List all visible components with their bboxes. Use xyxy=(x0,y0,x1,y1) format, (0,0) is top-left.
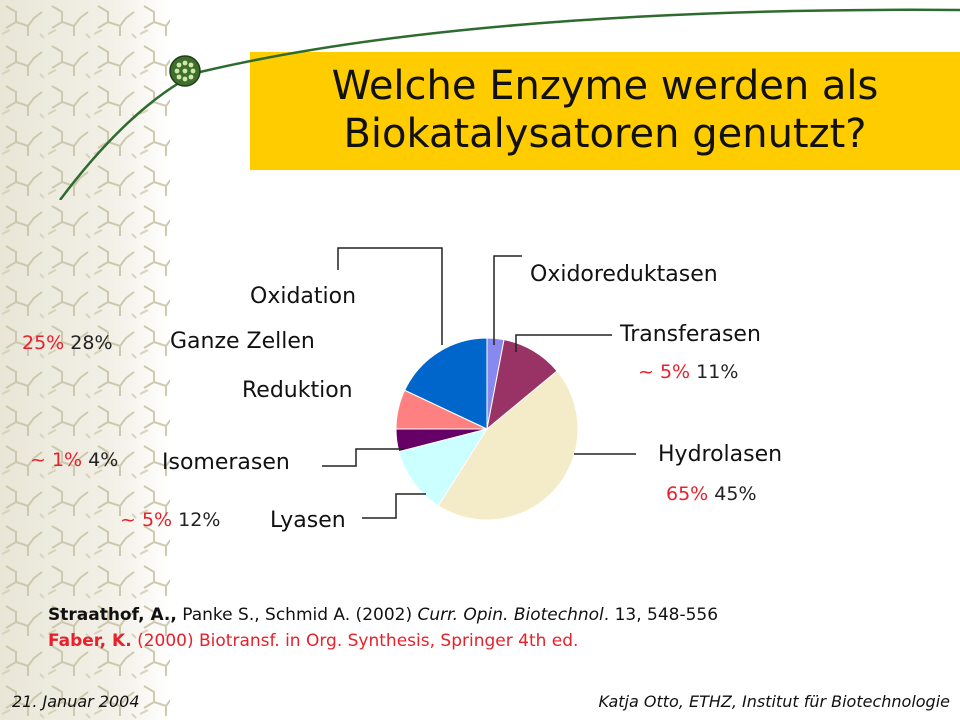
reference-1-end: . 13, 548-556 xyxy=(603,605,719,625)
reference-1-authors: Straathof, A., xyxy=(48,605,177,625)
pct-transferasen: ~ 5% 11% xyxy=(638,360,738,384)
label-oxidoreduktasen: Oxidoreduktasen xyxy=(530,262,718,287)
footer-author: Katja Otto, ETHZ, Institut für Biotechno… xyxy=(598,692,950,711)
slide-title: Welche Enzyme werden als Biokatalysatore… xyxy=(250,62,960,158)
pct-isomerasen-b: 4% xyxy=(88,449,119,471)
reference-2-rest: (2000) Biotransf. in Org. Synthesis, Spr… xyxy=(131,631,579,651)
label-lyasen: Lyasen xyxy=(270,508,346,533)
leader-lines xyxy=(322,247,636,519)
leader-transferasen xyxy=(515,334,612,352)
references: Straathof, A., Panke S., Schmid A. (2002… xyxy=(48,602,718,654)
pie-slice-oxidation xyxy=(403,337,488,430)
leader-lyasen xyxy=(362,493,426,519)
pct-ganze-zellen: 25% 28% xyxy=(22,331,113,355)
label-reduktion: Reduktion xyxy=(242,378,353,403)
pct-transferasen-b: 11% xyxy=(696,361,739,383)
label-isomerasen: Isomerasen xyxy=(162,450,290,475)
pct-lyasen-b: 12% xyxy=(178,509,221,531)
footer-date: 21. Januar 2004 xyxy=(12,692,140,711)
pie-slice-lyasen xyxy=(398,428,489,507)
pct-isomerasen-a: ~ 1% xyxy=(30,449,83,471)
pct-transferasen-a: ~ 5% xyxy=(638,361,691,383)
pie-slice-hydrolasen xyxy=(437,370,579,521)
reference-2-author: Faber, K. xyxy=(48,631,132,651)
reference-1: Straathof, A., Panke S., Schmid A. (2002… xyxy=(48,602,718,628)
pie-slices xyxy=(395,337,579,521)
leader-oxidoreduktasen xyxy=(493,255,522,345)
label-oxidation: Oxidation xyxy=(250,284,357,309)
reference-1-rest: Panke S., Schmid A. (2002) xyxy=(176,605,418,625)
reference-1-journal: Curr. Opin. Biotechnol xyxy=(417,605,604,625)
pct-ganze-zellen-b: 28% xyxy=(70,332,113,354)
leader-oxidation xyxy=(337,247,443,345)
slide-title-line-1: Welche Enzyme werden als xyxy=(331,63,879,109)
label-ganze-zellen: Ganze Zellen xyxy=(170,329,315,354)
slide-title-line-2: Biokatalysatoren genutzt? xyxy=(343,111,867,157)
pct-hydrolasen-b: 45% xyxy=(714,483,757,505)
label-hydrolasen: Hydrolasen xyxy=(658,442,783,467)
pct-lyasen-a: ~ 5% xyxy=(120,509,173,531)
green-dots-badge-icon xyxy=(169,55,201,87)
pct-ganze-zellen-a: 25% xyxy=(22,332,65,354)
pct-isomerasen: ~ 1% 4% xyxy=(30,448,118,472)
pct-lyasen: ~ 5% 12% xyxy=(120,508,220,532)
pct-hydrolasen-a: 65% xyxy=(666,483,709,505)
pct-hydrolasen: 65% 45% xyxy=(666,482,757,506)
leader-isomerasen xyxy=(322,448,404,467)
reference-2: Faber, K. (2000) Biotransf. in Org. Synt… xyxy=(48,628,718,654)
label-transferasen: Transferasen xyxy=(620,322,761,347)
